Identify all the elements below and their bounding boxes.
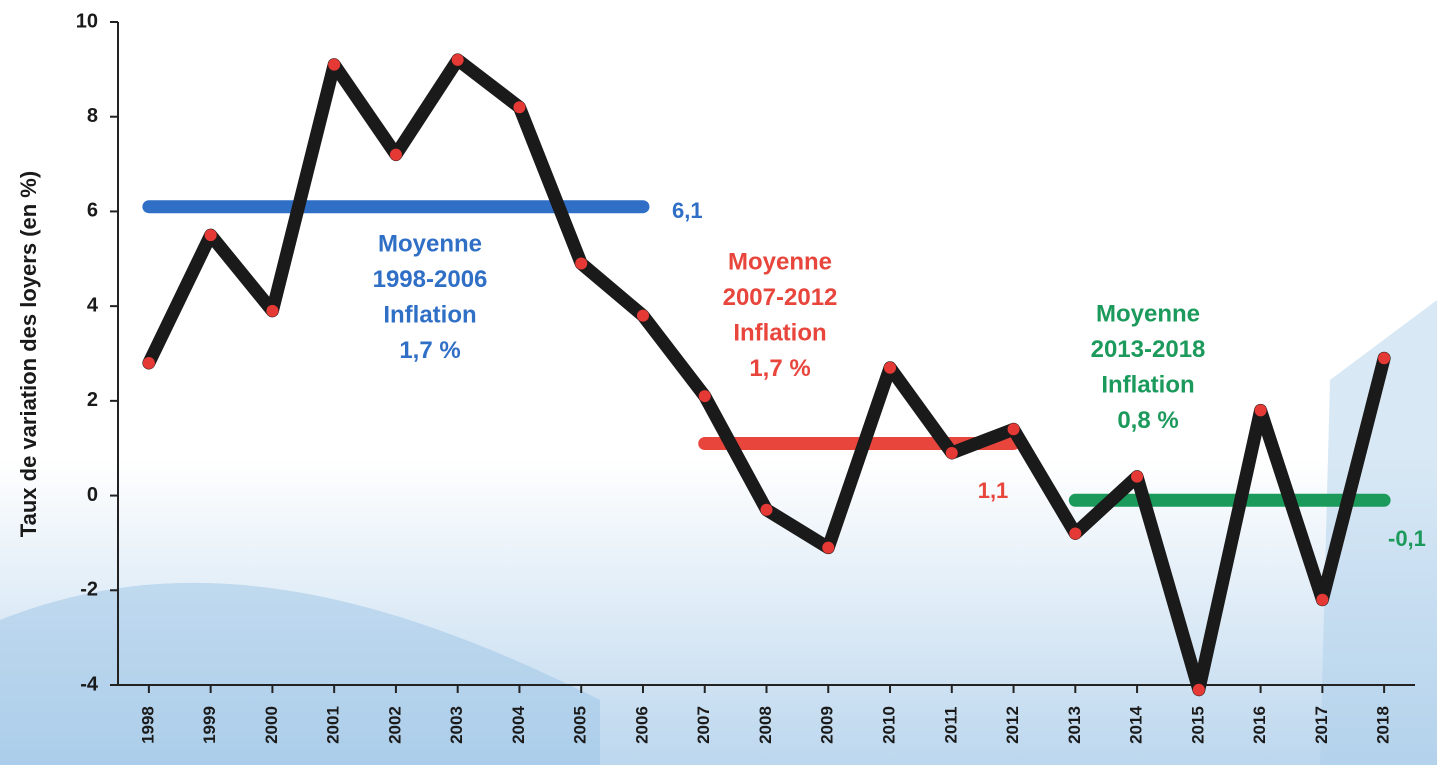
data-point (636, 309, 649, 322)
data-point (698, 390, 711, 403)
data-point (1069, 527, 1082, 540)
data-point (142, 356, 155, 369)
x-tick-label: 2016 (1250, 706, 1269, 744)
x-tick-label: 2013 (1065, 706, 1084, 744)
x-tick-label: 2009 (818, 706, 837, 744)
data-point (945, 446, 958, 459)
data-point (1192, 683, 1205, 696)
data-point (1254, 404, 1267, 417)
data-point (204, 229, 217, 242)
data-point (266, 304, 279, 317)
data-point (575, 257, 588, 270)
data-point (513, 101, 526, 114)
data-point (1316, 593, 1329, 606)
x-tick-label: 2015 (1188, 706, 1207, 744)
y-tick-label: 2 (87, 389, 98, 411)
average-annotation: Inflation (1101, 371, 1194, 398)
average-annotation: 0,8 % (1117, 407, 1178, 434)
average-annotation: 2013-2018 (1091, 336, 1206, 363)
data-point (1131, 470, 1144, 483)
data-point (1378, 352, 1391, 365)
y-tick-label: 8 (87, 105, 98, 127)
average-annotation: 1,7 % (749, 355, 810, 382)
x-tick-label: 2012 (1003, 706, 1022, 744)
y-tick-label: 10 (76, 10, 98, 32)
data-point (389, 148, 402, 161)
y-tick-label: -4 (80, 673, 99, 695)
average-annotation: 1,7 % (399, 337, 460, 364)
average-annotation: Moyenne (1096, 300, 1200, 327)
x-tick-label: 1999 (200, 706, 219, 744)
x-tick-label: 2008 (756, 706, 775, 744)
decor-wave (1320, 300, 1437, 765)
average-value-label: 6,1 (672, 198, 703, 223)
x-tick-label: 2014 (1127, 706, 1146, 744)
data-point (1007, 423, 1020, 436)
average-annotation: Inflation (383, 301, 476, 328)
y-tick-label: 4 (87, 294, 99, 316)
x-tick-label: 2005 (571, 706, 590, 744)
x-tick-label: 2018 (1374, 706, 1393, 744)
y-tick-label: 0 (87, 484, 98, 506)
y-tick-label: -2 (80, 579, 98, 601)
decor-wave (0, 582, 600, 765)
x-tick-label: 2017 (1312, 706, 1331, 744)
x-tick-label: 2004 (509, 706, 528, 744)
x-tick-label: 2006 (632, 706, 651, 744)
average-annotation: 1998-2006 (373, 266, 488, 293)
data-point (328, 58, 341, 71)
x-tick-label: 2001 (324, 706, 343, 744)
x-tick-label: 2010 (880, 706, 899, 744)
average-annotation: Moyenne (378, 230, 482, 257)
data-point (822, 541, 835, 554)
average-annotation: 2007-2012 (723, 284, 838, 311)
average-value-label: -0,1 (1388, 526, 1426, 551)
data-point (451, 53, 464, 66)
average-value-label: 1,1 (978, 478, 1009, 503)
y-tick-label: 6 (87, 200, 98, 222)
average-annotation: Inflation (733, 319, 826, 346)
x-tick-label: 2000 (262, 706, 281, 744)
data-point (760, 503, 773, 516)
x-tick-label: 2011 (941, 707, 960, 744)
x-tick-label: 2003 (447, 706, 466, 744)
average-annotation: Moyenne (728, 248, 832, 275)
y-axis-label: Taux de variation des loyers (en %) (16, 171, 41, 537)
x-tick-label: 2007 (694, 706, 713, 744)
x-tick-label: 1998 (138, 706, 157, 744)
data-point (884, 361, 897, 374)
x-tick-label: 2002 (385, 706, 404, 744)
